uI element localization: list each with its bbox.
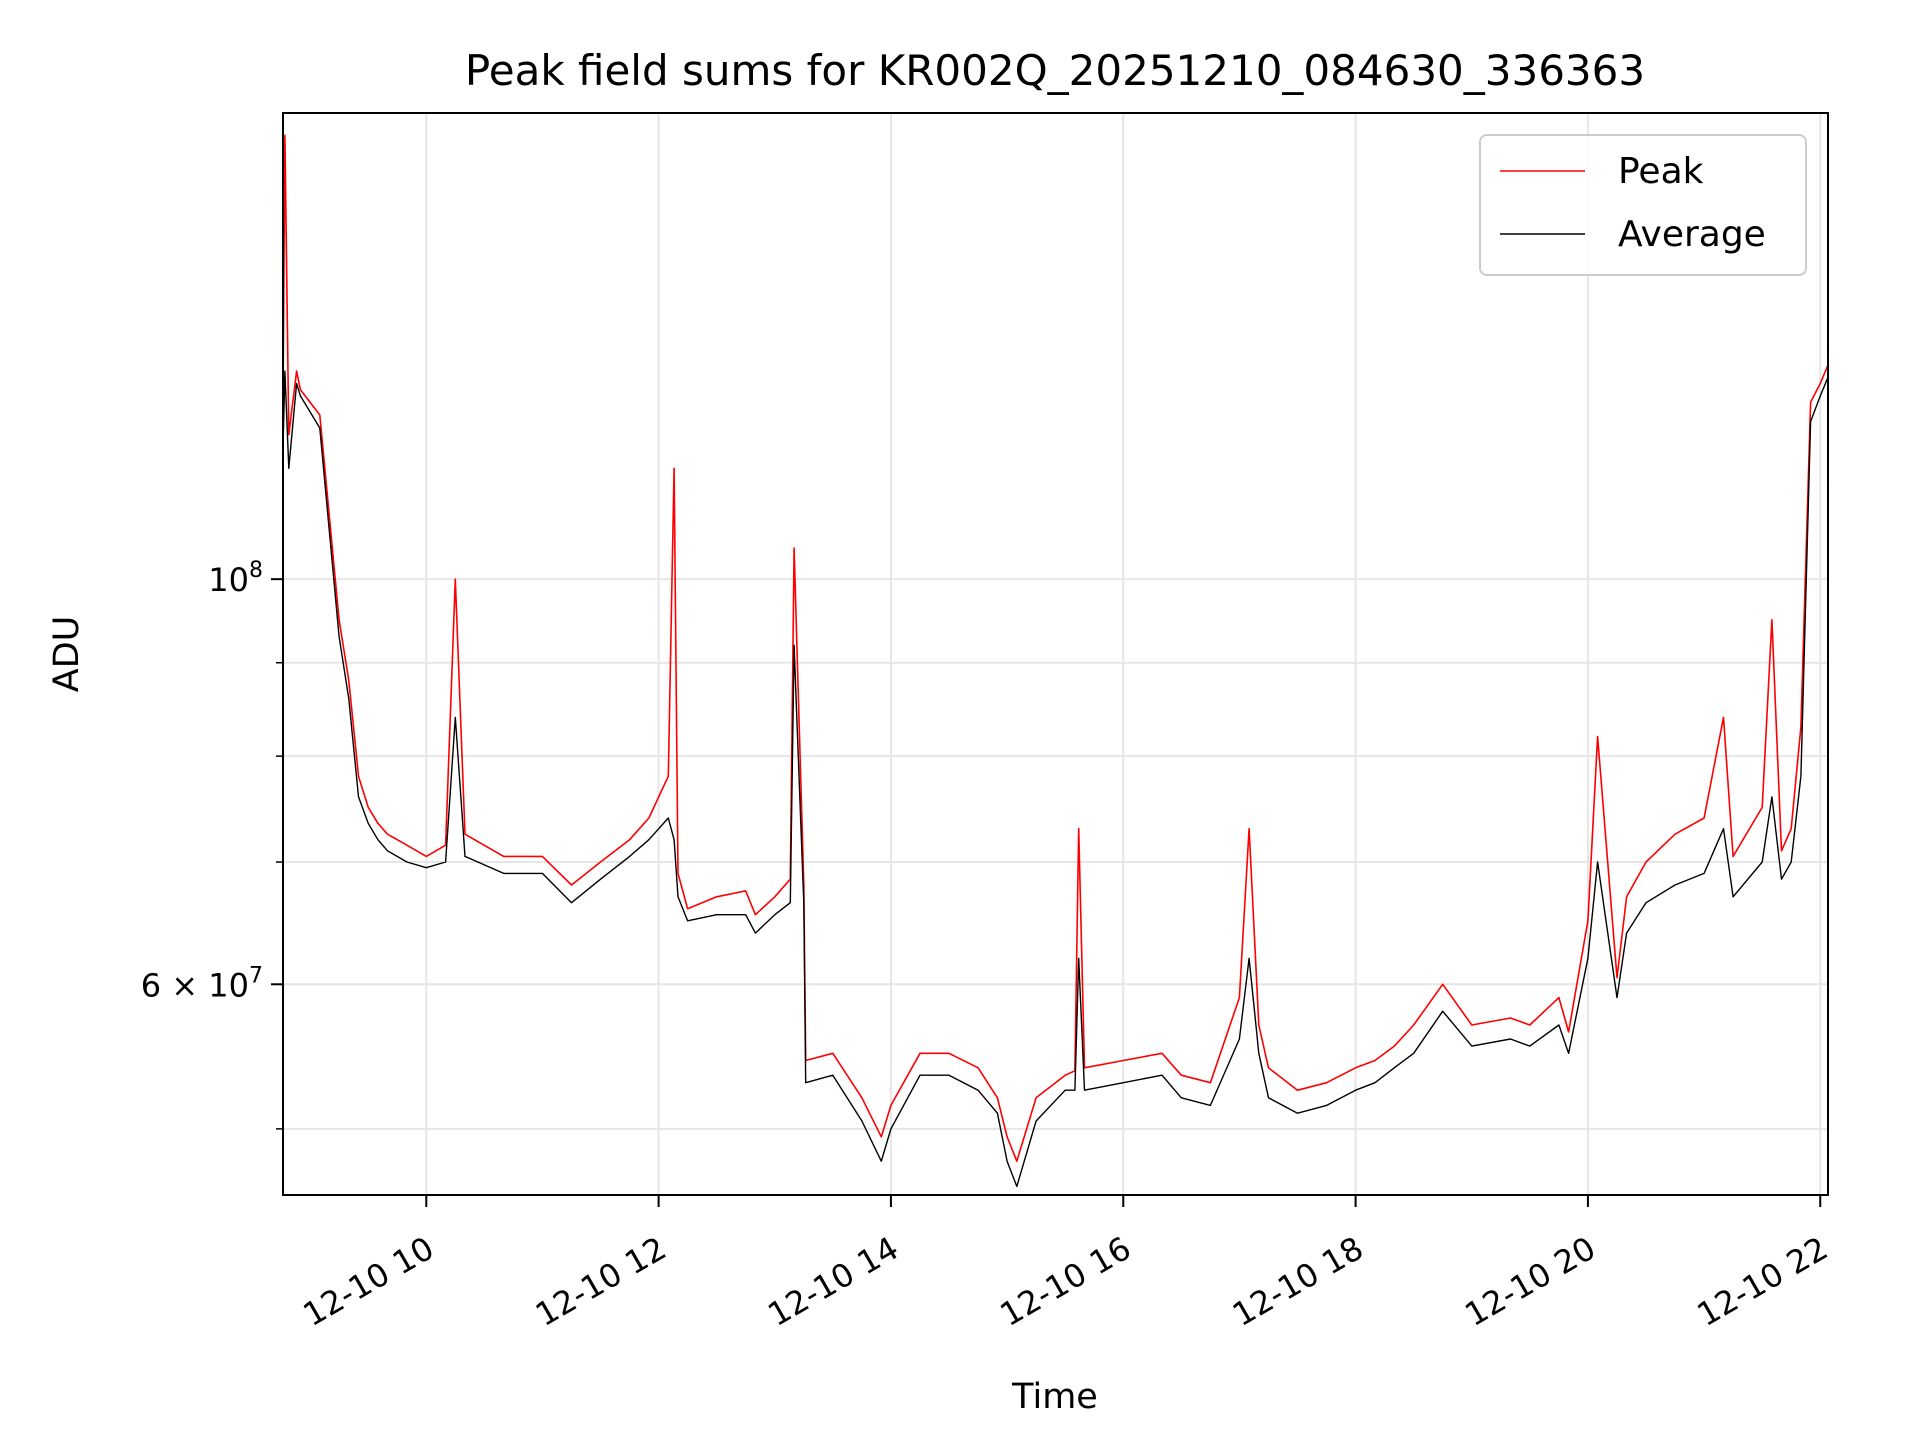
legend-label-average: Average: [1618, 214, 1766, 255]
chart-title: Peak field sums for KR002Q_20251210_0846…: [465, 46, 1645, 95]
plot-frame: [282, 112, 1829, 1196]
series-line-average: [282, 370, 1829, 1188]
legend-box: [1479, 134, 1807, 276]
y-tick-label: 6 × 107: [141, 963, 263, 1004]
legend: Peak Average: [1479, 134, 1807, 276]
series-line-peak: [282, 134, 1829, 1162]
x-axis-label: Time: [1011, 1377, 1098, 1417]
y-axis-label: ADU: [47, 616, 87, 693]
grid: [283, 113, 1828, 1195]
y-tick-label: 108: [208, 558, 263, 599]
legend-label-peak: Peak: [1618, 151, 1704, 192]
series-layer: [282, 134, 1829, 1188]
